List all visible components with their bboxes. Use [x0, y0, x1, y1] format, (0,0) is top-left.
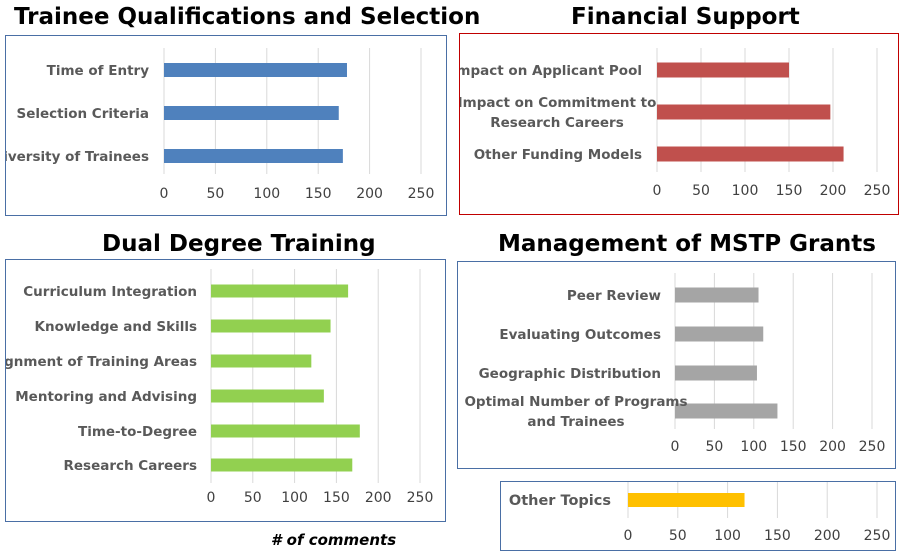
x-tick-label: 50: [692, 183, 710, 199]
chart-panel-financial: 0 50 100 150 200 250 Impact on Applicant Pool I…: [459, 33, 899, 215]
category-label: Alignment of Training Areas: [6, 354, 197, 370]
x-tick-label: 100: [714, 528, 741, 544]
bar: [211, 458, 353, 472]
x-tick-label: 0: [653, 183, 662, 199]
category-label: Geographic Distribution: [479, 366, 661, 382]
bar: [657, 104, 831, 120]
category-label: Impact on Applicant Pool: [460, 63, 642, 79]
category-label: Optimal Number of Programs and Trainees: [464, 394, 687, 430]
bar: [211, 284, 349, 298]
x-tick-label: 250: [407, 490, 434, 506]
bar: [211, 389, 324, 403]
chart-panel-trainee: 0 50 100 150 200 250 Time of Entry Selection Cr…: [5, 35, 447, 216]
chart-svg-management: 0 50 100 150 200 250 Peer Review Evaluating Out…: [464, 273, 886, 455]
category-label: Curriculum Integration: [23, 284, 197, 300]
x-axis-label: # of comments: [271, 531, 397, 549]
bar: [164, 149, 343, 163]
x-tick-label: 50: [244, 490, 262, 506]
category-label: Diversity of Trainees: [6, 149, 149, 165]
chart-svg-trainee: 0 50 100 150 200 250 Time of Entry Selection Cr…: [6, 48, 435, 202]
category-label: Other Topics: [509, 493, 611, 509]
category-label: Other Funding Models: [474, 147, 642, 163]
x-tick-label: 200: [820, 183, 847, 199]
chart-svg-dual: 0 50 100 150 200 250 Curriculum Integration Kno…: [6, 269, 434, 506]
x-tick-label: 250: [864, 183, 891, 199]
chart-panel-dual: 0 50 100 150 200 250 Curriculum Integration Kno…: [5, 259, 446, 522]
chart-title-trainee: Trainee Qualifications and Selection: [14, 4, 481, 30]
chart-svg-other: 0 50 100 150 200 250 Other Topics: [509, 482, 891, 544]
bar: [628, 493, 745, 507]
bar: [675, 287, 759, 303]
category-label: Knowledge and Skills: [35, 319, 198, 335]
chart-svg-financial: 0 50 100 150 200 250 Impact on Applicant Pool I…: [460, 48, 891, 199]
x-tick-label: 50: [206, 186, 224, 202]
category-label: Research Careers: [63, 458, 197, 474]
x-tick-label: 250: [864, 528, 891, 544]
bar: [211, 354, 312, 368]
bar: [675, 403, 778, 419]
chart-title-dual: Dual Degree Training: [102, 231, 376, 257]
x-tick-label: 100: [281, 490, 308, 506]
x-tick-label: 150: [323, 490, 350, 506]
x-tick-label: 200: [365, 490, 392, 506]
x-tick-label: 50: [705, 439, 723, 455]
x-tick-label: 150: [764, 528, 791, 544]
x-tick-label: 200: [819, 439, 846, 455]
x-tick-label: 150: [776, 183, 803, 199]
chart-panel-management: 0 50 100 150 200 250 Peer Review Evaluating Out…: [457, 261, 896, 469]
chart-panel-other: 0 50 100 150 200 250 Other Topics: [500, 481, 896, 551]
bar: [211, 319, 331, 333]
bar: [164, 106, 339, 120]
bar: [675, 326, 764, 342]
category-label: Selection Criteria: [16, 106, 149, 122]
x-tick-label: 0: [671, 439, 680, 455]
x-tick-label: 0: [207, 490, 216, 506]
x-tick-label: 50: [669, 528, 687, 544]
x-tick-label: 100: [253, 186, 280, 202]
category-label: Peer Review: [567, 288, 661, 304]
chart-title-management: Management of MSTP Grants: [498, 231, 876, 257]
category-label: Time of Entry: [47, 63, 150, 79]
bar: [164, 63, 347, 77]
category-label: Mentoring and Advising: [15, 389, 197, 405]
bar: [675, 365, 757, 381]
bar: [211, 424, 360, 438]
x-tick-label: 0: [624, 528, 633, 544]
x-tick-label: 0: [160, 186, 169, 202]
x-tick-label: 200: [356, 186, 383, 202]
category-label: Evaluating Outcomes: [499, 327, 661, 343]
category-label: Time-to-Degree: [78, 424, 197, 440]
bar: [657, 146, 844, 162]
x-tick-label: 150: [305, 186, 332, 202]
x-tick-label: 250: [408, 186, 435, 202]
chart-title-financial: Financial Support: [571, 4, 800, 30]
category-label: Impact on Commitment to Research Careers: [460, 95, 656, 131]
x-tick-label: 250: [859, 439, 886, 455]
x-tick-label: 100: [740, 439, 767, 455]
x-tick-label: 100: [732, 183, 759, 199]
bar: [657, 62, 789, 78]
x-tick-label: 150: [780, 439, 807, 455]
x-tick-label: 200: [814, 528, 841, 544]
